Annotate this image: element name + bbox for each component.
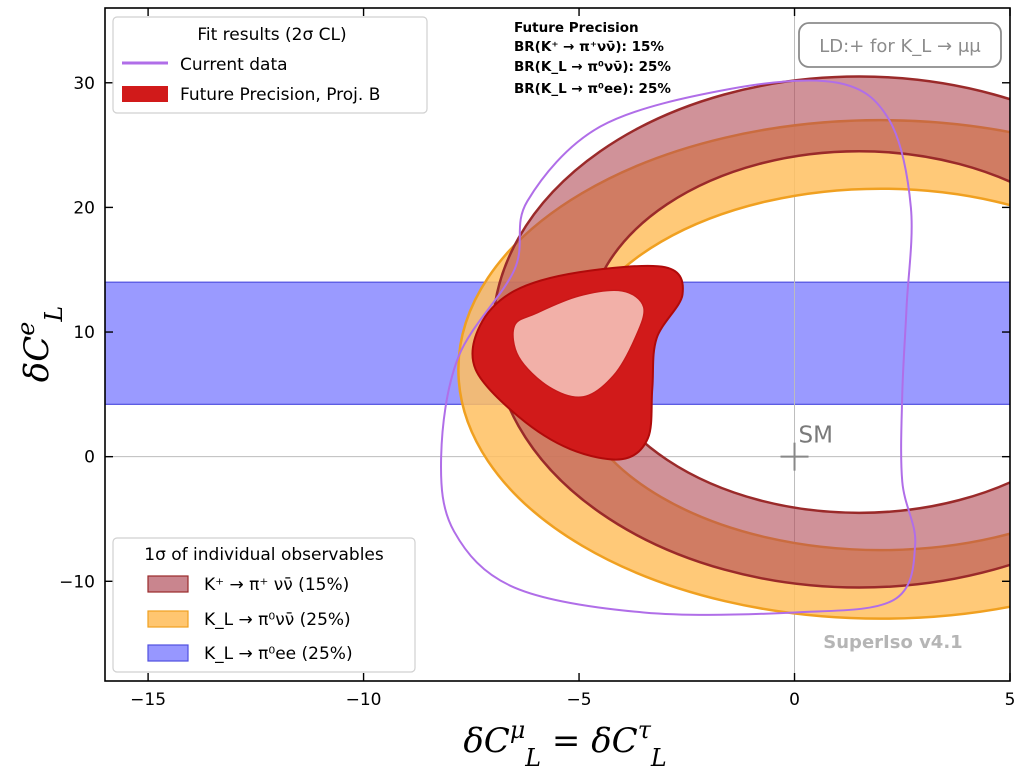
y-tick-label: −10 (59, 572, 95, 592)
info-line-3: BR(K_L → π⁰ee): 25% (514, 81, 671, 97)
fit-legend-current-label: Current data (180, 55, 288, 75)
ld-label: LD:+ for K_L → μμ (798, 22, 1002, 68)
y-tick-label: 10 (73, 323, 95, 343)
y-tick-label: 0 (84, 448, 95, 468)
observables-legend-box (112, 537, 416, 673)
fit-legend-future-swatch (122, 86, 168, 102)
x-tick-label: −10 (346, 690, 382, 710)
observables-legend-swatch-klee (147, 644, 189, 662)
observables-legend-swatch-klnunu (147, 610, 189, 628)
sm-label: SM (799, 423, 833, 449)
x-axis-title: δCμL = δCτL (463, 716, 666, 768)
info-title: Future Precision (514, 20, 639, 36)
observables-legend-label-kpi: K⁺ → π⁺ νν̄ (15%) (204, 575, 349, 595)
x-tick-label: −15 (130, 690, 166, 710)
observables-legend-label-klnunu: K_L → π⁰νν̄ (25%) (204, 610, 351, 630)
fit-legend-box (112, 16, 428, 114)
observables-legend: 1σ of individual observables K⁺ → π⁺ νν̄… (112, 537, 416, 673)
fit-legend-future-label: Future Precision, Proj. B (180, 85, 380, 105)
axes: −15 −10 −5 0 5 −10 0 10 20 30 (59, 8, 1015, 710)
ld-label-box (798, 22, 1002, 68)
fit-legend-title: Fit results (2σ CL) (197, 25, 346, 45)
current-data-contour (439, 79, 917, 616)
future-1sigma-contour (512, 289, 645, 398)
info-line-2: BR(K_L → π⁰νν̄): 25% (514, 59, 671, 75)
y-tick-label: 30 (73, 74, 95, 94)
observables-legend-swatch-kpi (147, 575, 189, 593)
ld-label-text: LD:+ for K_L → μμ (819, 36, 981, 57)
superiso-watermark: SuperIso v4.1 (823, 632, 962, 653)
y-axis-title: δCeL (12, 306, 68, 382)
y-tick-label: 20 (73, 198, 95, 218)
x-tick-label: −5 (567, 690, 592, 710)
observables-legend-title: 1σ of individual observables (144, 545, 384, 565)
plot-frame (104, 7, 1011, 682)
fit-legend: Fit results (2σ CL) Current data Future … (112, 16, 428, 114)
plot-area: SM (105, 8, 1010, 681)
info-box: Future Precision BR(K⁺ → π⁺νν̄): 15% BR(… (514, 20, 671, 97)
x-tick-label: 0 (789, 690, 800, 710)
x-tick-label: 5 (1005, 690, 1016, 710)
observables-legend-label-klee: K_L → π⁰ee (25%) (204, 644, 353, 664)
info-line-1: BR(K⁺ → π⁺νν̄): 15% (514, 39, 664, 55)
